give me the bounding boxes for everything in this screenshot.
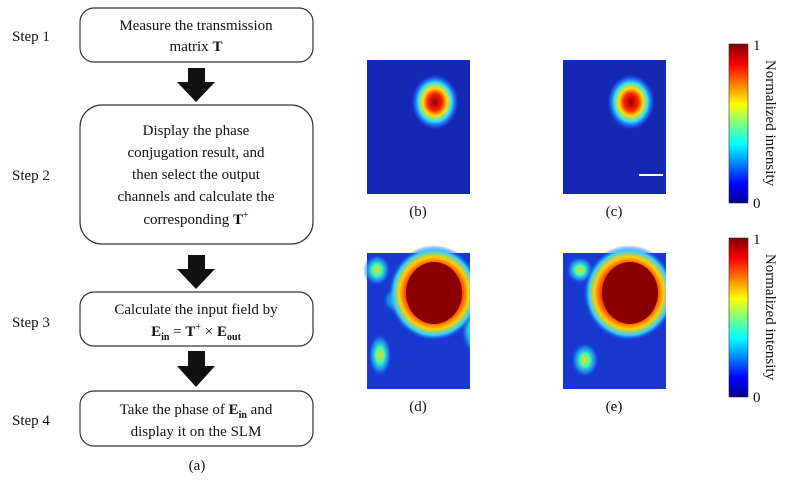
step-label: Step 4 [12, 413, 50, 429]
colorbar-min: 0 [753, 390, 761, 406]
arrow [177, 68, 215, 102]
colorbar-min: 0 [753, 196, 761, 212]
text: matrix [170, 39, 213, 55]
image-e [563, 245, 682, 389]
step-label: Step 1 [12, 29, 50, 45]
colorbar-max: 1 [753, 38, 761, 54]
step-label: Step 2 [12, 168, 50, 184]
step-text: Ein = T+ × Eout [151, 322, 242, 343]
text: channels and calculate the [117, 189, 274, 205]
text: display it on the SLM [131, 424, 262, 440]
text: = [169, 324, 185, 340]
text: Display the phase [143, 123, 250, 139]
image-c [563, 60, 666, 194]
step-text: Take the phase of Ein and [120, 402, 273, 421]
arrow [177, 255, 215, 289]
symbol: T [185, 324, 195, 340]
step-text: channels and calculate the [117, 189, 274, 205]
subscript: out [227, 332, 242, 343]
step-text: display it on the SLM [131, 424, 262, 440]
page: {"steps": [ {"label": "Step 1", "lines":… [0, 0, 789, 485]
symbol: E [217, 324, 227, 340]
text: then select the output [132, 167, 261, 183]
colorbar [729, 44, 748, 203]
panel-label: (c) [606, 204, 623, 220]
arrow [177, 351, 215, 387]
colorbar-label: Normalized intensity [762, 60, 778, 187]
text: Take the phase of [120, 402, 229, 418]
step-text: Display the phase [143, 123, 250, 139]
symbol: E [151, 324, 161, 340]
panel-label: (d) [409, 399, 427, 415]
step-text: Measure the transmission [119, 18, 273, 34]
colorbar-max: 1 [753, 232, 761, 248]
text: Calculate the input field by [114, 302, 278, 318]
text: Measure the transmission [119, 18, 273, 34]
step-text: matrix T [170, 39, 223, 55]
colorbar-label: Normalized intensity [762, 254, 778, 381]
step-label: Step 3 [12, 315, 50, 331]
step-text: then select the output [132, 167, 261, 183]
figure-label: (a) [189, 458, 206, 474]
step-text: corresponding T+ [143, 210, 249, 228]
symbol: E [229, 402, 239, 418]
step-text: Calculate the input field by [114, 302, 278, 318]
panel-label: (b) [409, 204, 427, 220]
superscript: + [243, 210, 249, 221]
figure: Step 1 Step 2 Step 3 Step 4 Measure the … [0, 0, 789, 485]
image-b [367, 60, 470, 194]
step-box [80, 292, 313, 346]
symbol: T [212, 39, 222, 55]
text: and [247, 402, 273, 418]
symbol: T [233, 212, 243, 228]
step-text: conjugation result, and [127, 145, 265, 161]
text: corresponding [143, 212, 233, 228]
colorbar [729, 238, 748, 397]
panel-label: (e) [606, 399, 623, 415]
text: conjugation result, and [127, 145, 265, 161]
text: × [201, 324, 217, 340]
